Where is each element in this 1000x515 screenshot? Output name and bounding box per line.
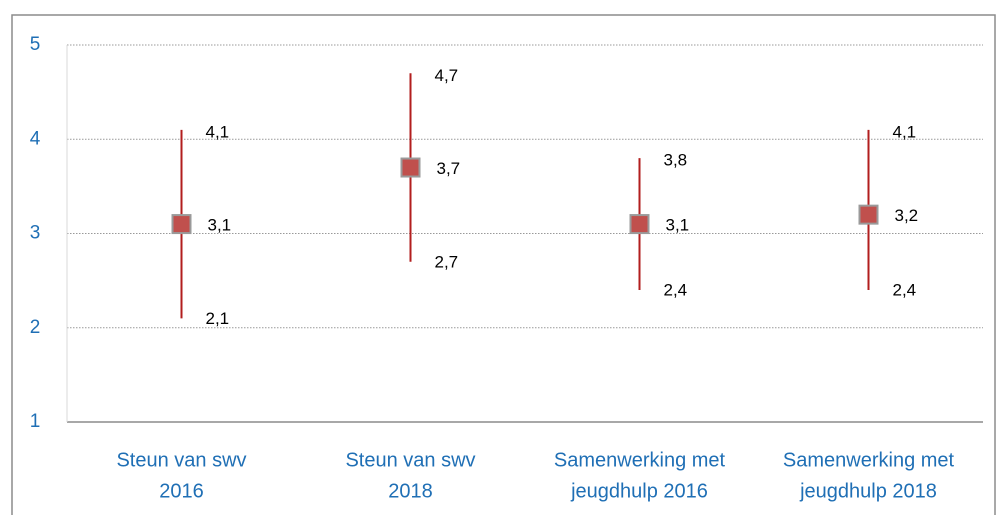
y-tick-label: 2: [30, 317, 41, 338]
mean-label: 3,2: [895, 206, 919, 225]
y-tick-label: 5: [30, 34, 41, 55]
x-tick-label: Samenwerking met: [554, 449, 726, 471]
mean-label: 3,1: [208, 216, 232, 235]
low-label: 2,7: [435, 252, 459, 271]
x-tick-label: Steun van swv: [116, 449, 246, 471]
high-label: 4,1: [206, 122, 230, 141]
x-tick-label: 2016: [159, 480, 204, 502]
x-tick-label: jeugdhulp 2016: [570, 480, 708, 502]
low-label: 2,4: [893, 281, 917, 300]
high-label: 4,7: [435, 66, 459, 85]
chart-border: [11, 14, 996, 515]
high-label: 3,8: [664, 151, 688, 170]
x-tick-label: Steun van swv: [345, 449, 475, 471]
low-label: 2,1: [206, 309, 230, 328]
y-tick-label: 4: [30, 128, 41, 149]
mean-marker: [858, 204, 879, 225]
x-tick-label: 2018: [388, 480, 433, 502]
mean-marker: [629, 214, 650, 235]
high-label: 4,1: [893, 122, 917, 141]
y-tick-label: 1: [30, 411, 41, 432]
low-label: 2,4: [664, 281, 688, 300]
x-tick-label: jeugdhulp 2018: [799, 480, 937, 502]
y-tick-label: 3: [30, 223, 41, 244]
mean-label: 3,7: [437, 159, 461, 178]
mean-label: 3,1: [666, 216, 690, 235]
x-tick-label: Samenwerking met: [783, 449, 955, 471]
mean-marker: [400, 157, 421, 178]
mean-marker: [171, 214, 192, 235]
